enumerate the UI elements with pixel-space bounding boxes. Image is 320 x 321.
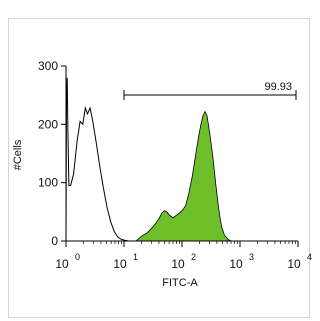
y-tick-label: 0 bbox=[51, 234, 58, 248]
x-tick-label: 10 bbox=[229, 257, 243, 271]
x-tick-exponent: 3 bbox=[249, 252, 254, 262]
histogram-series-outline bbox=[65, 77, 129, 242]
x-tick-label: 10 bbox=[171, 257, 185, 271]
y-tick-label: 100 bbox=[38, 176, 58, 190]
x-tick-label: 10 bbox=[287, 257, 301, 271]
y-tick-label: 200 bbox=[38, 117, 58, 131]
y-axis-title: #Cells bbox=[12, 139, 24, 170]
x-tick-exponent: 0 bbox=[75, 252, 80, 262]
x-tick-exponent: 2 bbox=[191, 252, 196, 262]
x-tick-label: 10 bbox=[55, 257, 69, 271]
histogram-series-filled bbox=[134, 110, 233, 242]
gate-percent-label: 99.93 bbox=[264, 81, 292, 93]
chart-panel bbox=[8, 18, 310, 318]
x-axis-title: FITC-A bbox=[162, 277, 198, 289]
x-tick-exponent: 1 bbox=[133, 252, 138, 262]
y-tick-label: 300 bbox=[38, 59, 58, 73]
x-tick-exponent: 4 bbox=[307, 252, 312, 262]
x-tick-label: 10 bbox=[113, 257, 127, 271]
